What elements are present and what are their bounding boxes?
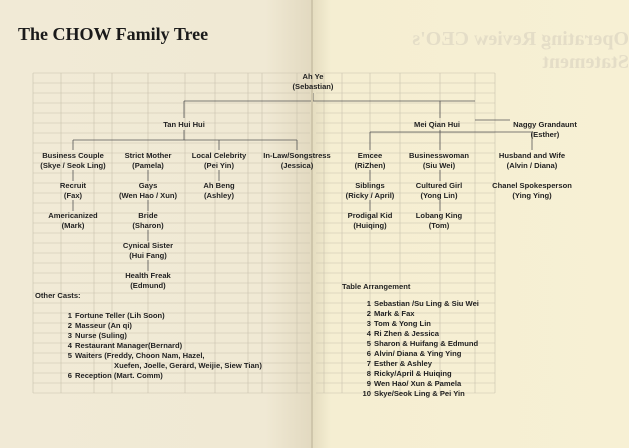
left-descendant-node-role: Americanized [48, 211, 98, 220]
right-descendant-node-name: (Ricky / April) [345, 191, 395, 200]
left-page [0, 0, 312, 448]
left-descendant-node-role: Bride [138, 211, 158, 220]
left-child-node-name: (Skye / Seok Ling) [40, 161, 106, 170]
left-branch-node-role: Tan Hui Hui [163, 120, 205, 129]
root-node-name: (Sebastian) [292, 82, 334, 91]
other-cast-number: 5 [67, 351, 72, 360]
left-child-node-name: (Pamela) [132, 161, 164, 170]
table-number: 5 [366, 339, 371, 348]
tree-connectors [72, 93, 533, 271]
right-descendant-node-role: Cultured Girl [415, 181, 463, 190]
left-descendant-node-role: Health Freak [125, 271, 171, 280]
left-descendant-node-name: (Hui Fang) [129, 251, 167, 260]
left-child-node-name: (Jessica) [280, 161, 314, 170]
right-child-node-name: (RiZhen) [354, 161, 386, 170]
left-descendant-node-role: Recruit [59, 181, 87, 190]
other-cast-item: Restaurant Manager(Bernard) [75, 341, 183, 350]
table-seating-item: Mark & Fax [374, 309, 415, 318]
right-page [312, 0, 629, 448]
right-descendant-node-name: (Tom) [428, 221, 450, 230]
right-child-node-role: Emcee [357, 151, 383, 160]
other-cast-number: 6 [67, 371, 72, 380]
table-number: 7 [366, 359, 371, 368]
page-fold [311, 0, 313, 448]
left-descendant-node-name: (Ashley) [204, 191, 234, 200]
table-seating-item: Sebastian /Su Ling & Siu Wei [374, 299, 479, 308]
left-child-node-role: Strict Mother [124, 151, 172, 160]
table-seating-item: Wen Hao/ Xun & Pamela [374, 379, 462, 388]
other-cast-number: 3 [67, 331, 72, 340]
right-child-node-role: Husband and Wife [498, 151, 566, 160]
aside-node-role: Naggy Grandaunt [513, 120, 577, 129]
table-seating-item: Sharon & Huifang & Edmund [374, 339, 479, 348]
table-seating-item: Ri Zhen & Jessica [374, 329, 439, 338]
table-seating-item: Ricky/April & Huiqing [374, 369, 452, 378]
left-descendant-node-role: Ah Beng [203, 181, 235, 190]
left-descendant-node-role: Cynical Sister [122, 241, 174, 250]
right-descendant-node-name: (Ying Ying) [512, 191, 552, 200]
right-child-node-name: (Siu Wei) [422, 161, 456, 170]
table-number: 4 [366, 329, 371, 338]
left-descendant-node-name: (Mark) [61, 221, 85, 230]
left-descendant-node-role: Gays [138, 181, 158, 190]
left-descendant-node-name: (Wen Hao / Xun) [118, 191, 178, 200]
other-cast-item: Fortune Teller (Lih Soon) [75, 311, 165, 320]
right-branch-node-role: Mei Qian Hui [414, 120, 460, 129]
other-cast-number: 4 [67, 341, 72, 350]
other-cast-item: Nurse (Suling) [75, 331, 127, 340]
table-number: 2 [366, 309, 371, 318]
root-node-role: Ah Ye [302, 72, 324, 81]
right-descendant-node-role: Chanel Spokesperson [492, 181, 572, 190]
right-child-node-name: (Alvin / Diana) [506, 161, 558, 170]
left-child-node-role: Business Couple [42, 151, 104, 160]
other-casts-heading: Other Casts: [35, 291, 81, 300]
table-seating-item: Tom & Yong Lin [374, 319, 431, 328]
right-descendant-node-role: Prodigal Kid [347, 211, 393, 220]
left-child-node-role: Local Celebrity [191, 151, 247, 160]
table-number: 10 [362, 389, 371, 398]
left-descendant-node-name: (Edmund) [130, 281, 166, 290]
table-seating-item: Skye/Seok Ling & Pei Yin [374, 389, 465, 398]
table-arrangement-heading: Table Arrangement [342, 282, 411, 291]
right-descendant-node-role: Siblings [355, 181, 385, 190]
right-descendant-node-role: Lobang King [415, 211, 463, 220]
other-cast-number: 2 [67, 321, 72, 330]
table-number: 3 [366, 319, 371, 328]
right-child-node-role: Businesswoman [409, 151, 469, 160]
other-cast-item-continued: Xuefen, Joelle, Gerard, Weijie, Siew Tia… [114, 361, 262, 370]
other-cast-item: Reception (Mart. Comm) [75, 371, 163, 380]
table-seating-item: Esther & Ashley [374, 359, 432, 368]
other-cast-number: 1 [67, 311, 72, 320]
table-number: 1 [366, 299, 371, 308]
left-descendant-node-name: (Sharon) [132, 221, 164, 230]
right-descendant-node-name: (Huiqing) [353, 221, 387, 230]
left-child-node-role: In-Law/Songstress [263, 151, 331, 160]
other-cast-item: Masseur (An qi) [75, 321, 132, 330]
aside-node-name: (Esther) [530, 130, 560, 139]
table-number: 9 [366, 379, 371, 388]
other-cast-item: Waiters (Freddy, Choon Nam, Hazel, [75, 351, 205, 360]
left-child-node-name: (Pei Yin) [204, 161, 234, 170]
table-number: 8 [366, 369, 371, 378]
page-title: The CHOW Family Tree [18, 24, 209, 44]
right-descendant-node-name: (Yong Lin) [420, 191, 458, 200]
table-number: 6 [366, 349, 371, 358]
left-descendant-node-name: (Fax) [63, 191, 83, 200]
table-seating-item: Alvin/ Diana & Ying Ying [374, 349, 462, 358]
